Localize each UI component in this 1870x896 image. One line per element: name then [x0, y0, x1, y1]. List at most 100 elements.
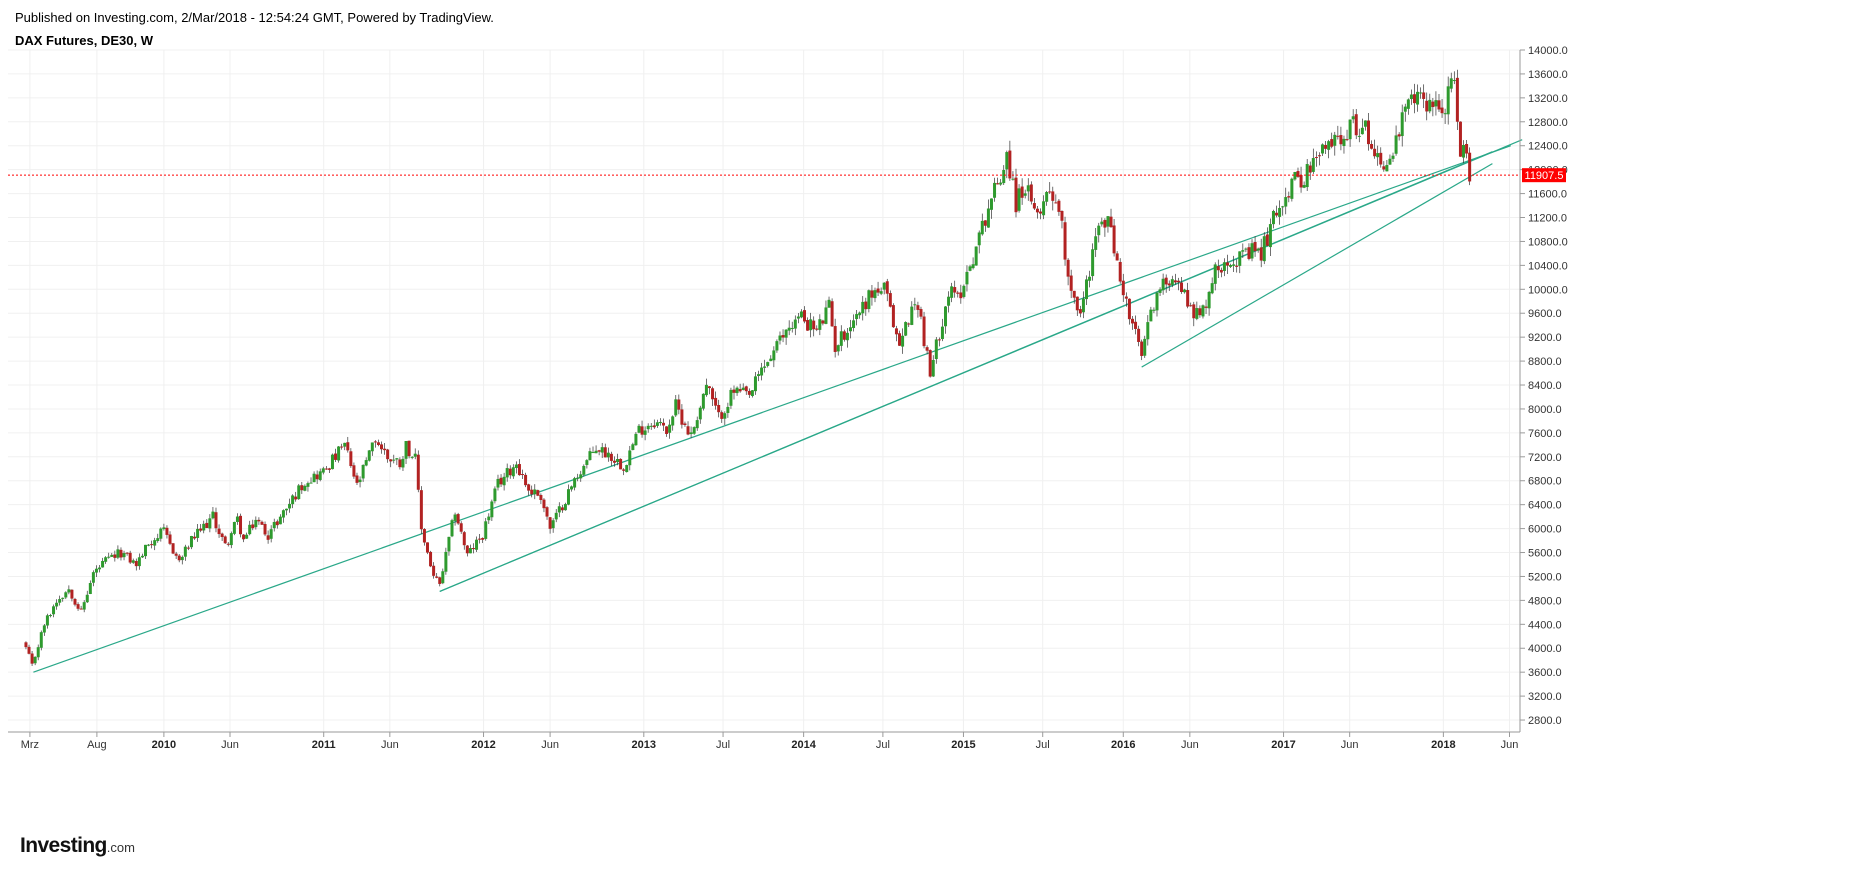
y-tick-label: 8000.0 — [1528, 404, 1562, 416]
candle-body — [775, 341, 779, 351]
candle-body — [560, 507, 564, 511]
candle-body — [879, 291, 883, 294]
candle-body — [1189, 305, 1193, 307]
candle-body — [573, 478, 577, 488]
candle-body — [1412, 94, 1416, 104]
candle-body — [944, 306, 948, 327]
candle-body — [876, 288, 880, 293]
candle-body — [42, 625, 46, 633]
candle-body — [1106, 216, 1110, 227]
x-tick-label: 2012 — [471, 739, 495, 751]
candle-body — [781, 335, 785, 338]
candle-body — [806, 320, 810, 331]
candle-body — [557, 506, 561, 513]
candle-body — [315, 474, 319, 480]
y-tick-label: 4800.0 — [1528, 595, 1562, 607]
candle-body — [1366, 120, 1370, 145]
candle-body — [1379, 152, 1383, 165]
candle-body — [827, 299, 831, 308]
candle-body — [1357, 135, 1361, 137]
candle-body — [652, 425, 656, 428]
candle-body — [373, 441, 377, 443]
candle-body — [983, 220, 987, 226]
candle-body — [119, 549, 123, 558]
candle-body — [272, 521, 276, 529]
candle-body — [383, 448, 387, 451]
candle-body — [1158, 289, 1162, 293]
candle-body — [962, 285, 966, 297]
candle-body — [536, 490, 540, 496]
candle-body — [36, 647, 40, 658]
candle-body — [796, 316, 800, 319]
candle-body — [864, 301, 868, 310]
candle-body — [778, 335, 782, 341]
candle-body — [330, 454, 334, 470]
candle-body — [1250, 243, 1254, 259]
candle-body — [916, 305, 920, 310]
candle-body — [1008, 150, 1012, 179]
candle-body — [931, 359, 935, 377]
candle-body — [511, 467, 515, 477]
candle-body — [196, 528, 200, 538]
candle-body — [288, 503, 292, 509]
candle-body — [376, 442, 380, 445]
candle-body — [726, 406, 730, 413]
candle-body — [1048, 191, 1052, 193]
candle-body — [1057, 200, 1061, 212]
candle-body — [1155, 292, 1159, 311]
candle-body — [1455, 77, 1459, 122]
symbol-title[interactable]: DAX Futures, DE30, W — [15, 33, 153, 48]
candle-body — [870, 290, 874, 298]
candle-body — [450, 520, 454, 537]
candle-body — [655, 422, 659, 426]
candle-body — [1020, 186, 1024, 198]
y-tick-label: 3200.0 — [1528, 691, 1562, 703]
x-tick-label: 2010 — [152, 739, 176, 751]
candle-body — [1327, 141, 1331, 150]
candle-body — [1311, 158, 1315, 172]
candle-body — [1078, 309, 1082, 314]
candle-body — [996, 183, 1000, 185]
candle-body — [447, 536, 451, 552]
candle-body — [1143, 338, 1147, 356]
candle-body — [1026, 185, 1030, 192]
candle-body — [968, 266, 972, 271]
candle-body — [1045, 191, 1049, 202]
candle-body — [1330, 139, 1334, 147]
candle-body — [766, 362, 770, 366]
candle-body — [904, 322, 908, 336]
candle-body — [901, 335, 905, 347]
candle-body — [85, 594, 89, 603]
candle-body — [1428, 99, 1432, 112]
candle-body — [205, 522, 209, 528]
candle-body — [1440, 107, 1444, 114]
candle-body — [852, 320, 856, 329]
x-tick-label: Jun — [1501, 739, 1519, 751]
candle-body — [1290, 178, 1294, 199]
grid — [8, 49, 1520, 732]
candle-body — [113, 554, 117, 558]
candle-body — [499, 477, 503, 485]
candle-body — [297, 485, 301, 500]
candle-body — [818, 319, 822, 330]
candle-body — [419, 490, 423, 530]
candle-body — [582, 465, 586, 475]
candle-body — [1229, 265, 1233, 267]
candle-body — [855, 314, 859, 320]
current-price-label: 11907.5 — [1525, 170, 1564, 182]
candle-body — [1140, 341, 1144, 356]
candle-body — [514, 464, 518, 469]
candle-body — [1103, 220, 1107, 228]
candle-body — [61, 597, 65, 599]
candle-body — [845, 332, 849, 341]
candle-body — [180, 556, 184, 561]
candle-body — [27, 646, 31, 654]
candle-body — [64, 592, 68, 598]
candle-body — [1351, 116, 1355, 120]
candle-body — [1164, 277, 1168, 285]
candle-body — [885, 281, 889, 294]
candle-body — [104, 557, 108, 562]
candle-body — [413, 453, 417, 457]
logo-suffix: .com — [106, 840, 135, 855]
